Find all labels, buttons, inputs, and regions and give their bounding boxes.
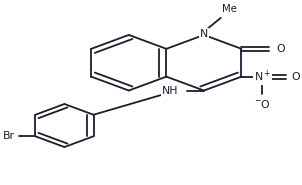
Text: $^{-}$O: $^{-}$O — [254, 98, 271, 110]
Text: N: N — [200, 29, 208, 39]
Text: NH: NH — [161, 85, 178, 95]
Text: Br: Br — [3, 131, 15, 141]
Text: Me: Me — [222, 4, 237, 14]
Text: O: O — [292, 72, 300, 82]
Text: N$^+$: N$^+$ — [254, 69, 271, 84]
Text: O: O — [276, 44, 285, 54]
